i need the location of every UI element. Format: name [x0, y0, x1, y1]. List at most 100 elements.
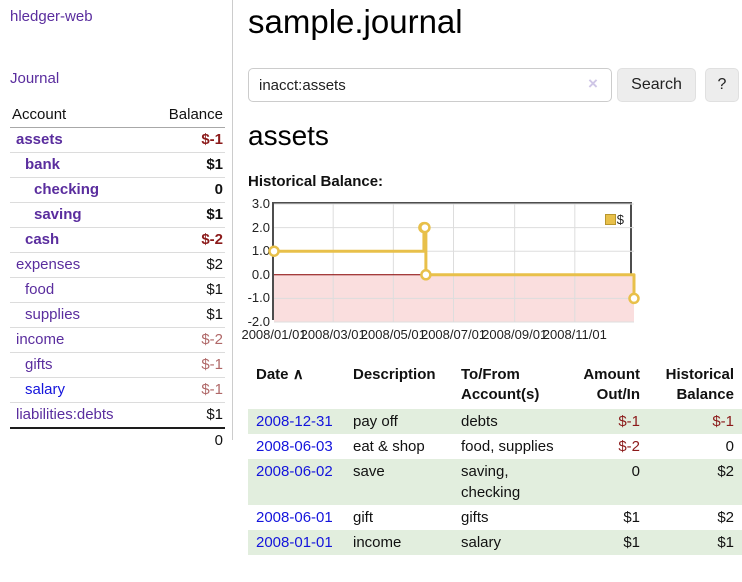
account-balance: $1: [206, 156, 223, 173]
transaction-amount: $1: [623, 509, 640, 526]
transaction-date-link[interactable]: 2008-06-03: [256, 438, 333, 455]
accounts-total-row: 0: [10, 427, 225, 453]
sidebar-divider: [232, 0, 233, 440]
legend-label: $: [616, 212, 624, 227]
transaction-description: pay off: [353, 413, 398, 430]
y-axis-tick-label: -2.0: [247, 314, 270, 329]
transaction-accounts: saving, checking: [461, 463, 521, 501]
account-column-header: Account: [10, 102, 149, 128]
y-axis-tick-label: 0.0: [251, 266, 270, 282]
account-link[interactable]: liabilities:debts: [16, 406, 114, 423]
description-column-header: Description: [353, 366, 436, 383]
y-axis-tick-label: 2.0: [251, 219, 270, 235]
account-balance: $1: [206, 406, 223, 423]
transaction-date-link[interactable]: 2008-01-01: [256, 534, 333, 551]
x-axis-tick-label: 2008/07/01: [420, 327, 487, 342]
y-axis-tick-label: 3.0: [251, 196, 270, 211]
accounts-table: Account Balance assets $-1 bank $1 checking 0…: [10, 102, 225, 453]
register-row: 2008-06-03 eat & shop food, supplies $-2 0: [248, 434, 742, 459]
account-link[interactable]: supplies: [25, 306, 81, 323]
date-column-header[interactable]: Date ∧: [248, 363, 345, 409]
transaction-balance: 0: [725, 438, 734, 455]
amount-column-header: Amount Out/In: [583, 366, 640, 403]
account-link[interactable]: income: [16, 331, 65, 348]
sidebar-item-journal[interactable]: Journal: [10, 70, 60, 87]
transaction-amount: $-2: [618, 438, 640, 455]
transaction-balance: $2: [717, 463, 734, 480]
transaction-accounts: gifts: [461, 509, 489, 526]
x-axis-tick-label: 2008/11/01: [542, 327, 607, 342]
balance-column-header: Historical Balance: [665, 366, 734, 403]
search-button[interactable]: Search: [617, 68, 696, 102]
account-row: food $1: [10, 277, 225, 303]
app-title-link[interactable]: hledger-web: [10, 8, 93, 25]
account-link[interactable]: gifts: [25, 356, 53, 373]
account-link[interactable]: assets: [16, 131, 63, 148]
account-link[interactable]: saving: [34, 206, 82, 223]
transaction-date-link[interactable]: 2008-12-31: [256, 413, 333, 430]
clear-search-icon[interactable]: ×: [588, 74, 598, 93]
chart-plot-area: [268, 203, 640, 323]
transaction-date-link[interactable]: 2008-06-01: [256, 509, 333, 526]
search-input[interactable]: [248, 68, 612, 102]
account-row: bank $1: [10, 152, 225, 178]
account-row: income $-2: [10, 327, 225, 353]
register-header-row: Date ∧ Description To/From Account(s) Am…: [248, 363, 742, 409]
y-axis-tick-label: 1.0: [251, 243, 270, 259]
legend-swatch-icon: [604, 214, 616, 225]
chart-x-axis-labels: 2008/01/01 2008/03/01 2008/05/01 2008/07/01…: [241, 327, 634, 343]
chart-title: Historical Balance:: [248, 173, 384, 190]
account-heading: assets: [248, 120, 329, 151]
transaction-amount: 0: [631, 463, 640, 480]
account-row: assets $-1: [10, 128, 225, 153]
transaction-balance: $-1: [712, 413, 734, 430]
balance-chart: $: [268, 202, 640, 323]
account-row: cash $-2: [10, 227, 225, 253]
transaction-balance: $1: [717, 534, 734, 551]
account-row: supplies $1: [10, 302, 225, 328]
date-column-label: Date: [256, 366, 289, 383]
account-link[interactable]: checking: [34, 181, 100, 198]
x-axis-tick-label: 2008/01/01: [241, 327, 307, 342]
account-row: saving $1: [10, 202, 225, 228]
account-balance: $-2: [201, 331, 223, 348]
register-row: 2008-06-02 save saving, checking 0 $2: [248, 459, 742, 505]
account-balance: $-2: [201, 231, 223, 248]
account-row: checking 0: [10, 177, 225, 203]
x-axis-tick-label: 2008/05/01: [360, 327, 426, 342]
transaction-description: save: [353, 463, 385, 480]
transaction-date-link[interactable]: 2008-06-02: [256, 463, 333, 480]
account-link[interactable]: expenses: [16, 256, 81, 273]
account-balance: 0: [214, 181, 223, 198]
chart-legend: $: [604, 212, 624, 227]
x-axis-tick-label: 2008/09/01: [482, 327, 548, 342]
accounts-total-value: 0: [148, 427, 225, 453]
account-row: salary $-1: [10, 377, 225, 403]
account-link[interactable]: salary: [25, 381, 66, 398]
transaction-amount: $-1: [618, 413, 640, 430]
accounts-column-header: To/From Account(s): [461, 366, 540, 403]
register-table: Date ∧ Description To/From Account(s) Am…: [248, 363, 742, 555]
account-row: liabilities:debts $1: [10, 402, 225, 429]
transaction-accounts: salary: [461, 534, 502, 551]
account-balance: $1: [206, 306, 223, 323]
y-axis-tick-label: -1.0: [247, 290, 270, 306]
account-link[interactable]: food: [25, 281, 55, 298]
account-row: gifts $-1: [10, 352, 225, 378]
help-button[interactable]: ?: [705, 68, 739, 102]
register-row: 2008-06-01 gift gifts $1 $2: [248, 505, 742, 530]
main-content: sample.journal × Search ? assets Histori…: [241, 0, 742, 582]
account-balance: $1: [206, 281, 223, 298]
register-table-body: 2008-12-31 pay off debts $-1 $-1 2008-06-03 ea…: [248, 409, 742, 555]
transaction-accounts: debts: [461, 413, 498, 430]
account-link[interactable]: cash: [25, 231, 60, 248]
register-row: 2008-12-31 pay off debts $-1 $-1: [248, 409, 742, 434]
transaction-description: eat & shop: [353, 438, 425, 455]
transaction-balance: $2: [717, 509, 734, 526]
sort-asc-icon: ∧: [292, 366, 304, 383]
transaction-description: gift: [353, 509, 374, 526]
account-link[interactable]: bank: [25, 156, 61, 173]
account-row: expenses $2: [10, 252, 225, 278]
account-balance: $1: [206, 206, 223, 223]
